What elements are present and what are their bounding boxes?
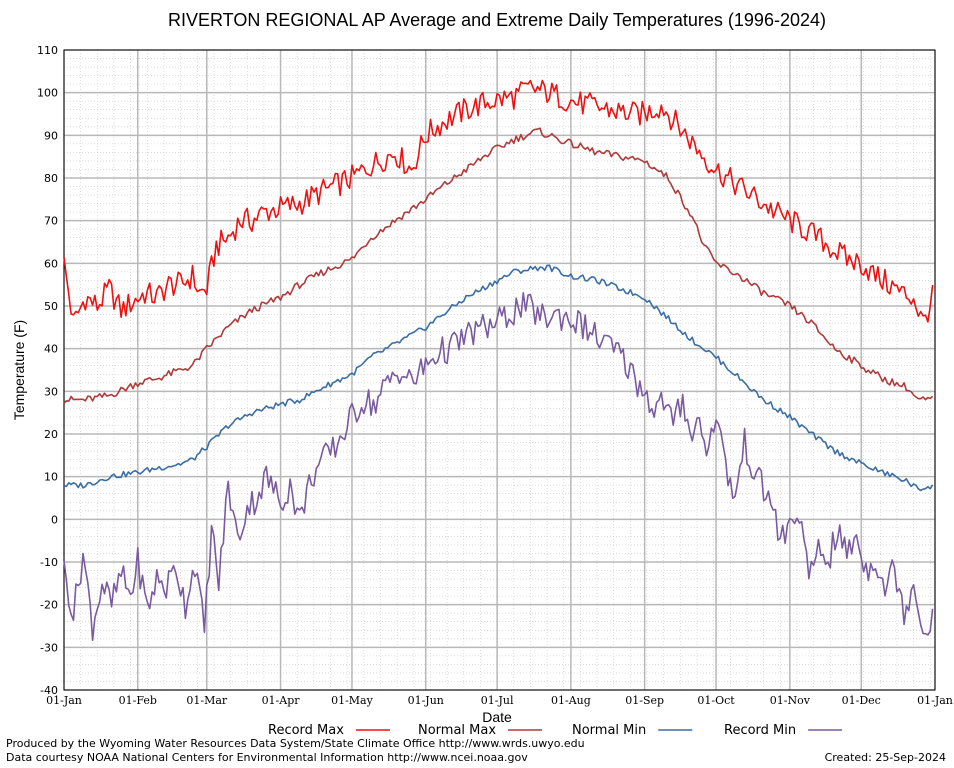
x-tick-label: 01-Jan bbox=[46, 694, 82, 707]
x-tick-label: 01-May bbox=[331, 694, 374, 707]
x-tick-label: 01-Aug bbox=[551, 694, 591, 707]
y-axis-ticks: -40 -30 -20 -10 0 10 20 30 40 50 60 70 80 90 100 110 bbox=[37, 44, 58, 697]
y-tick-label: 80 bbox=[44, 172, 58, 185]
y-axis-label: Temperature (F) bbox=[11, 320, 27, 420]
y-tick-label: 0 bbox=[51, 513, 58, 526]
series-layer bbox=[63, 79, 934, 642]
x-tick-label: 01-Sep bbox=[625, 694, 664, 707]
x-tick-label: 01-Feb bbox=[119, 694, 157, 707]
x-tick-label: 01-Jul bbox=[481, 694, 514, 707]
x-tick-label: 01-Nov bbox=[770, 694, 811, 707]
x-tick-label: 01-Jan bbox=[917, 694, 953, 707]
y-tick-label: 60 bbox=[44, 257, 58, 270]
legend-label-record-max: Record Max bbox=[268, 723, 344, 738]
y-tick-label: 90 bbox=[44, 129, 58, 142]
footer-credit-data: Data courtesy NOAA National Centers for … bbox=[6, 751, 528, 764]
x-tick-label: 01-Jun bbox=[408, 694, 444, 707]
y-tick-label: 20 bbox=[44, 428, 58, 441]
legend-label-normal-min: Normal Min bbox=[572, 723, 646, 738]
footer-created-date: Created: 25-Sep-2024 bbox=[824, 751, 946, 764]
x-tick-label: 01-Oct bbox=[697, 694, 735, 707]
legend-label-record-min: Record Min bbox=[724, 723, 796, 738]
y-tick-label: -20 bbox=[40, 599, 58, 612]
y-tick-label: 30 bbox=[44, 385, 58, 398]
legend-label-normal-max: Normal Max bbox=[418, 723, 496, 738]
y-tick-label: 40 bbox=[44, 343, 58, 356]
footer-credit-producer: Produced by the Wyoming Water Resources … bbox=[6, 737, 585, 750]
series-line-record-max bbox=[63, 79, 934, 323]
y-tick-label: 50 bbox=[44, 300, 58, 313]
y-tick-label: -40 bbox=[40, 684, 58, 697]
x-axis-label: Date bbox=[482, 709, 512, 725]
y-tick-label: -30 bbox=[40, 641, 58, 654]
series-line-record-min bbox=[63, 292, 934, 642]
plot-frame bbox=[63, 49, 936, 691]
x-tick-label: 01-Dec bbox=[842, 694, 881, 707]
y-tick-label: 70 bbox=[44, 215, 58, 228]
legend: Record Max Normal Max Normal Min Record Min bbox=[268, 723, 843, 738]
x-tick-label: 01-Apr bbox=[262, 694, 301, 707]
chart-title: RIVERTON REGIONAL AP Average and Extreme… bbox=[168, 10, 826, 30]
y-tick-label: 110 bbox=[37, 44, 58, 57]
y-tick-label: 100 bbox=[37, 87, 58, 100]
y-tick-label: 10 bbox=[44, 471, 58, 484]
y-tick-label: -10 bbox=[40, 556, 58, 569]
series-line-normal-max bbox=[63, 127, 934, 404]
x-tick-label: 01-Mar bbox=[186, 694, 228, 707]
series-line-normal-min bbox=[63, 264, 934, 492]
x-axis-ticks: 01-Jan 01-Feb 01-Mar 01-Apr 01-May 01-Jun 01-J… bbox=[46, 694, 953, 707]
